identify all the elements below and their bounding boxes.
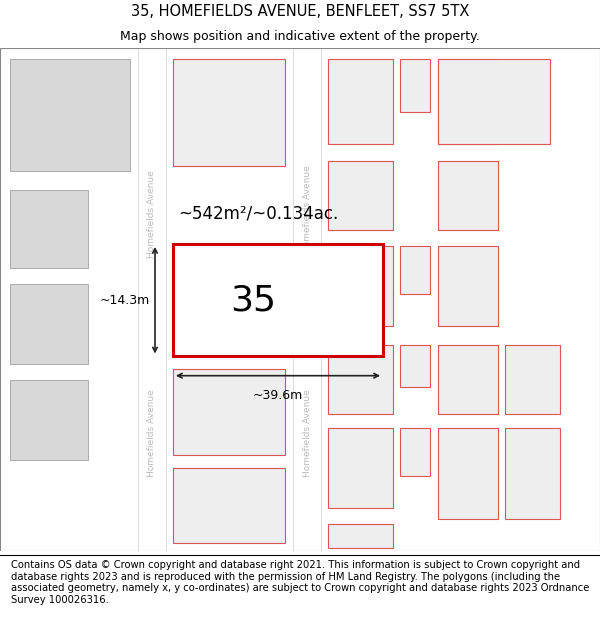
- Bar: [438, 59, 550, 144]
- Text: 35, HOMEFIELDS AVENUE, BENFLEET, SS7 5TX: 35, HOMEFIELDS AVENUE, BENFLEET, SS7 5TX: [131, 4, 469, 19]
- Bar: [328, 246, 393, 326]
- Bar: [400, 246, 430, 294]
- Bar: [328, 524, 393, 548]
- Bar: [173, 468, 285, 542]
- Bar: [173, 244, 383, 356]
- Bar: [138, 48, 166, 551]
- Bar: [10, 59, 130, 171]
- Bar: [328, 428, 393, 508]
- Bar: [328, 161, 393, 230]
- Text: Map shows position and indicative extent of the property.: Map shows position and indicative extent…: [120, 30, 480, 43]
- Text: Homefields Avenue: Homefields Avenue: [302, 389, 311, 478]
- Bar: [173, 59, 285, 166]
- Bar: [438, 428, 498, 519]
- Bar: [505, 428, 560, 519]
- Bar: [400, 59, 430, 112]
- Bar: [400, 428, 430, 476]
- Bar: [328, 59, 393, 144]
- Bar: [438, 161, 498, 230]
- Bar: [328, 344, 393, 414]
- Bar: [293, 48, 321, 551]
- Bar: [438, 344, 498, 414]
- Bar: [505, 344, 560, 414]
- Bar: [10, 380, 88, 460]
- Text: ~14.3m: ~14.3m: [100, 294, 150, 307]
- Bar: [438, 59, 498, 144]
- Text: 35: 35: [230, 283, 276, 318]
- Bar: [10, 284, 88, 364]
- Bar: [305, 262, 360, 335]
- Text: Contains OS data © Crown copyright and database right 2021. This information is : Contains OS data © Crown copyright and d…: [11, 560, 589, 605]
- Text: ~542m²/~0.134ac.: ~542m²/~0.134ac.: [178, 204, 338, 222]
- Bar: [438, 246, 498, 326]
- Text: Homefields Avenue: Homefields Avenue: [148, 170, 157, 258]
- Text: Homefields Avenue: Homefields Avenue: [302, 165, 311, 252]
- Text: Homefields Avenue: Homefields Avenue: [148, 389, 157, 478]
- Text: ~39.6m: ~39.6m: [253, 389, 303, 401]
- Bar: [185, 262, 267, 335]
- Bar: [10, 191, 88, 268]
- Bar: [400, 344, 430, 388]
- Bar: [173, 369, 285, 455]
